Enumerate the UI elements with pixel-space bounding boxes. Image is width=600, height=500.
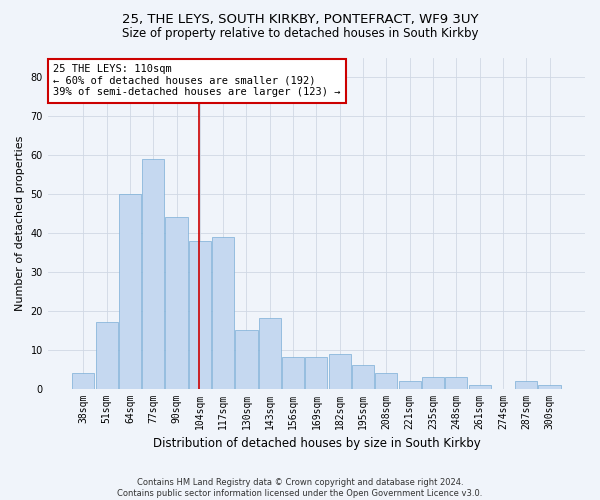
Bar <box>72 373 94 388</box>
Bar <box>398 381 421 388</box>
Bar <box>538 384 560 388</box>
Bar <box>375 373 397 388</box>
Bar <box>235 330 257 388</box>
Bar <box>119 194 141 388</box>
Text: 25, THE LEYS, SOUTH KIRKBY, PONTEFRACT, WF9 3UY: 25, THE LEYS, SOUTH KIRKBY, PONTEFRACT, … <box>122 12 478 26</box>
Text: 25 THE LEYS: 110sqm
← 60% of detached houses are smaller (192)
39% of semi-detac: 25 THE LEYS: 110sqm ← 60% of detached ho… <box>53 64 341 98</box>
Bar <box>305 358 328 388</box>
Bar <box>142 159 164 388</box>
Text: Size of property relative to detached houses in South Kirkby: Size of property relative to detached ho… <box>122 28 478 40</box>
Bar <box>329 354 351 388</box>
Bar <box>189 240 211 388</box>
Bar <box>352 365 374 388</box>
Bar <box>469 384 491 388</box>
Bar <box>259 318 281 388</box>
X-axis label: Distribution of detached houses by size in South Kirkby: Distribution of detached houses by size … <box>152 437 480 450</box>
Y-axis label: Number of detached properties: Number of detached properties <box>15 136 25 310</box>
Bar <box>95 322 118 388</box>
Bar <box>515 381 537 388</box>
Bar <box>212 236 234 388</box>
Text: Contains HM Land Registry data © Crown copyright and database right 2024.
Contai: Contains HM Land Registry data © Crown c… <box>118 478 482 498</box>
Bar <box>166 217 188 388</box>
Bar <box>422 377 444 388</box>
Bar <box>282 358 304 388</box>
Bar <box>445 377 467 388</box>
